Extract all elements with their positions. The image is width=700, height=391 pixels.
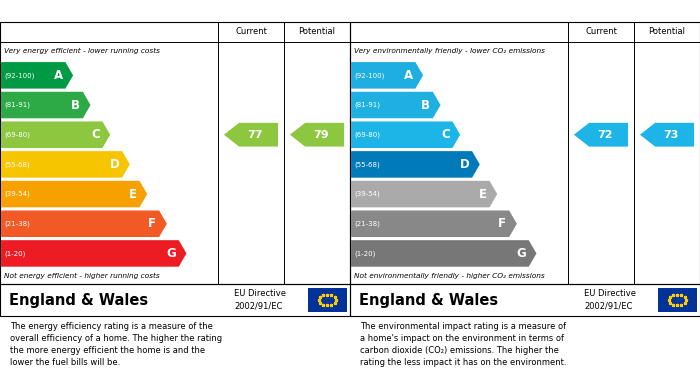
Text: (21-38): (21-38) (354, 221, 380, 227)
Text: (1-20): (1-20) (4, 250, 26, 256)
Text: G: G (166, 247, 176, 260)
Text: G: G (516, 247, 526, 260)
FancyBboxPatch shape (308, 288, 346, 312)
Text: (92-100): (92-100) (4, 72, 34, 79)
Text: (55-68): (55-68) (4, 161, 30, 168)
Text: (69-80): (69-80) (4, 131, 30, 138)
Text: (81-91): (81-91) (4, 102, 30, 108)
Text: (81-91): (81-91) (354, 102, 380, 108)
Text: (1-20): (1-20) (354, 250, 376, 256)
Polygon shape (640, 123, 694, 147)
Polygon shape (1, 181, 147, 207)
Polygon shape (290, 123, 344, 147)
Text: Current: Current (585, 27, 617, 36)
Polygon shape (1, 210, 167, 237)
Text: Very environmentally friendly - lower CO₂ emissions: Very environmentally friendly - lower CO… (354, 48, 545, 54)
Text: C: C (91, 128, 99, 141)
Polygon shape (1, 122, 110, 148)
Text: A: A (53, 69, 62, 82)
Polygon shape (1, 92, 90, 118)
Text: E: E (479, 188, 486, 201)
Polygon shape (351, 151, 480, 178)
Polygon shape (224, 123, 278, 147)
Text: Potential: Potential (648, 27, 685, 36)
Text: E: E (129, 188, 137, 201)
Text: D: D (109, 158, 119, 171)
Text: 79: 79 (314, 130, 329, 140)
Text: B: B (71, 99, 80, 111)
Text: England & Wales: England & Wales (8, 292, 148, 307)
Text: Energy Efficiency Rating: Energy Efficiency Rating (6, 5, 168, 18)
Polygon shape (351, 122, 460, 148)
Text: (69-80): (69-80) (354, 131, 380, 138)
Text: 73: 73 (664, 130, 679, 140)
Polygon shape (351, 92, 440, 118)
Polygon shape (351, 240, 536, 267)
FancyBboxPatch shape (658, 288, 696, 312)
Text: (21-38): (21-38) (4, 221, 30, 227)
Polygon shape (1, 62, 73, 89)
Polygon shape (351, 62, 423, 89)
Text: EU Directive
2002/91/EC: EU Directive 2002/91/EC (234, 289, 286, 311)
Text: F: F (498, 217, 506, 230)
Text: A: A (403, 69, 412, 82)
Text: Not environmentally friendly - higher CO₂ emissions: Not environmentally friendly - higher CO… (354, 273, 545, 279)
Text: C: C (441, 128, 449, 141)
Text: (39-54): (39-54) (4, 191, 30, 197)
Text: The environmental impact rating is a measure of
a home's impact on the environme: The environmental impact rating is a mea… (360, 322, 567, 368)
Text: Not energy efficient - higher running costs: Not energy efficient - higher running co… (4, 273, 160, 279)
Text: England & Wales: England & Wales (358, 292, 498, 307)
Text: (39-54): (39-54) (354, 191, 380, 197)
Text: Potential: Potential (298, 27, 335, 36)
Text: B: B (421, 99, 430, 111)
Text: 77: 77 (248, 130, 263, 140)
Polygon shape (351, 181, 497, 207)
Polygon shape (1, 240, 186, 267)
Text: (55-68): (55-68) (354, 161, 380, 168)
Polygon shape (574, 123, 628, 147)
Text: Current: Current (235, 27, 267, 36)
Text: D: D (459, 158, 469, 171)
Text: Environmental Impact (CO₂) Rating: Environmental Impact (CO₂) Rating (355, 5, 587, 18)
Text: The energy efficiency rating is a measure of the
overall efficiency of a home. T: The energy efficiency rating is a measur… (10, 322, 223, 368)
Text: 72: 72 (598, 130, 613, 140)
Text: Very energy efficient - lower running costs: Very energy efficient - lower running co… (4, 48, 160, 54)
Polygon shape (351, 210, 517, 237)
Text: EU Directive
2002/91/EC: EU Directive 2002/91/EC (584, 289, 636, 311)
Polygon shape (1, 151, 130, 178)
Text: F: F (148, 217, 156, 230)
Text: (92-100): (92-100) (354, 72, 384, 79)
